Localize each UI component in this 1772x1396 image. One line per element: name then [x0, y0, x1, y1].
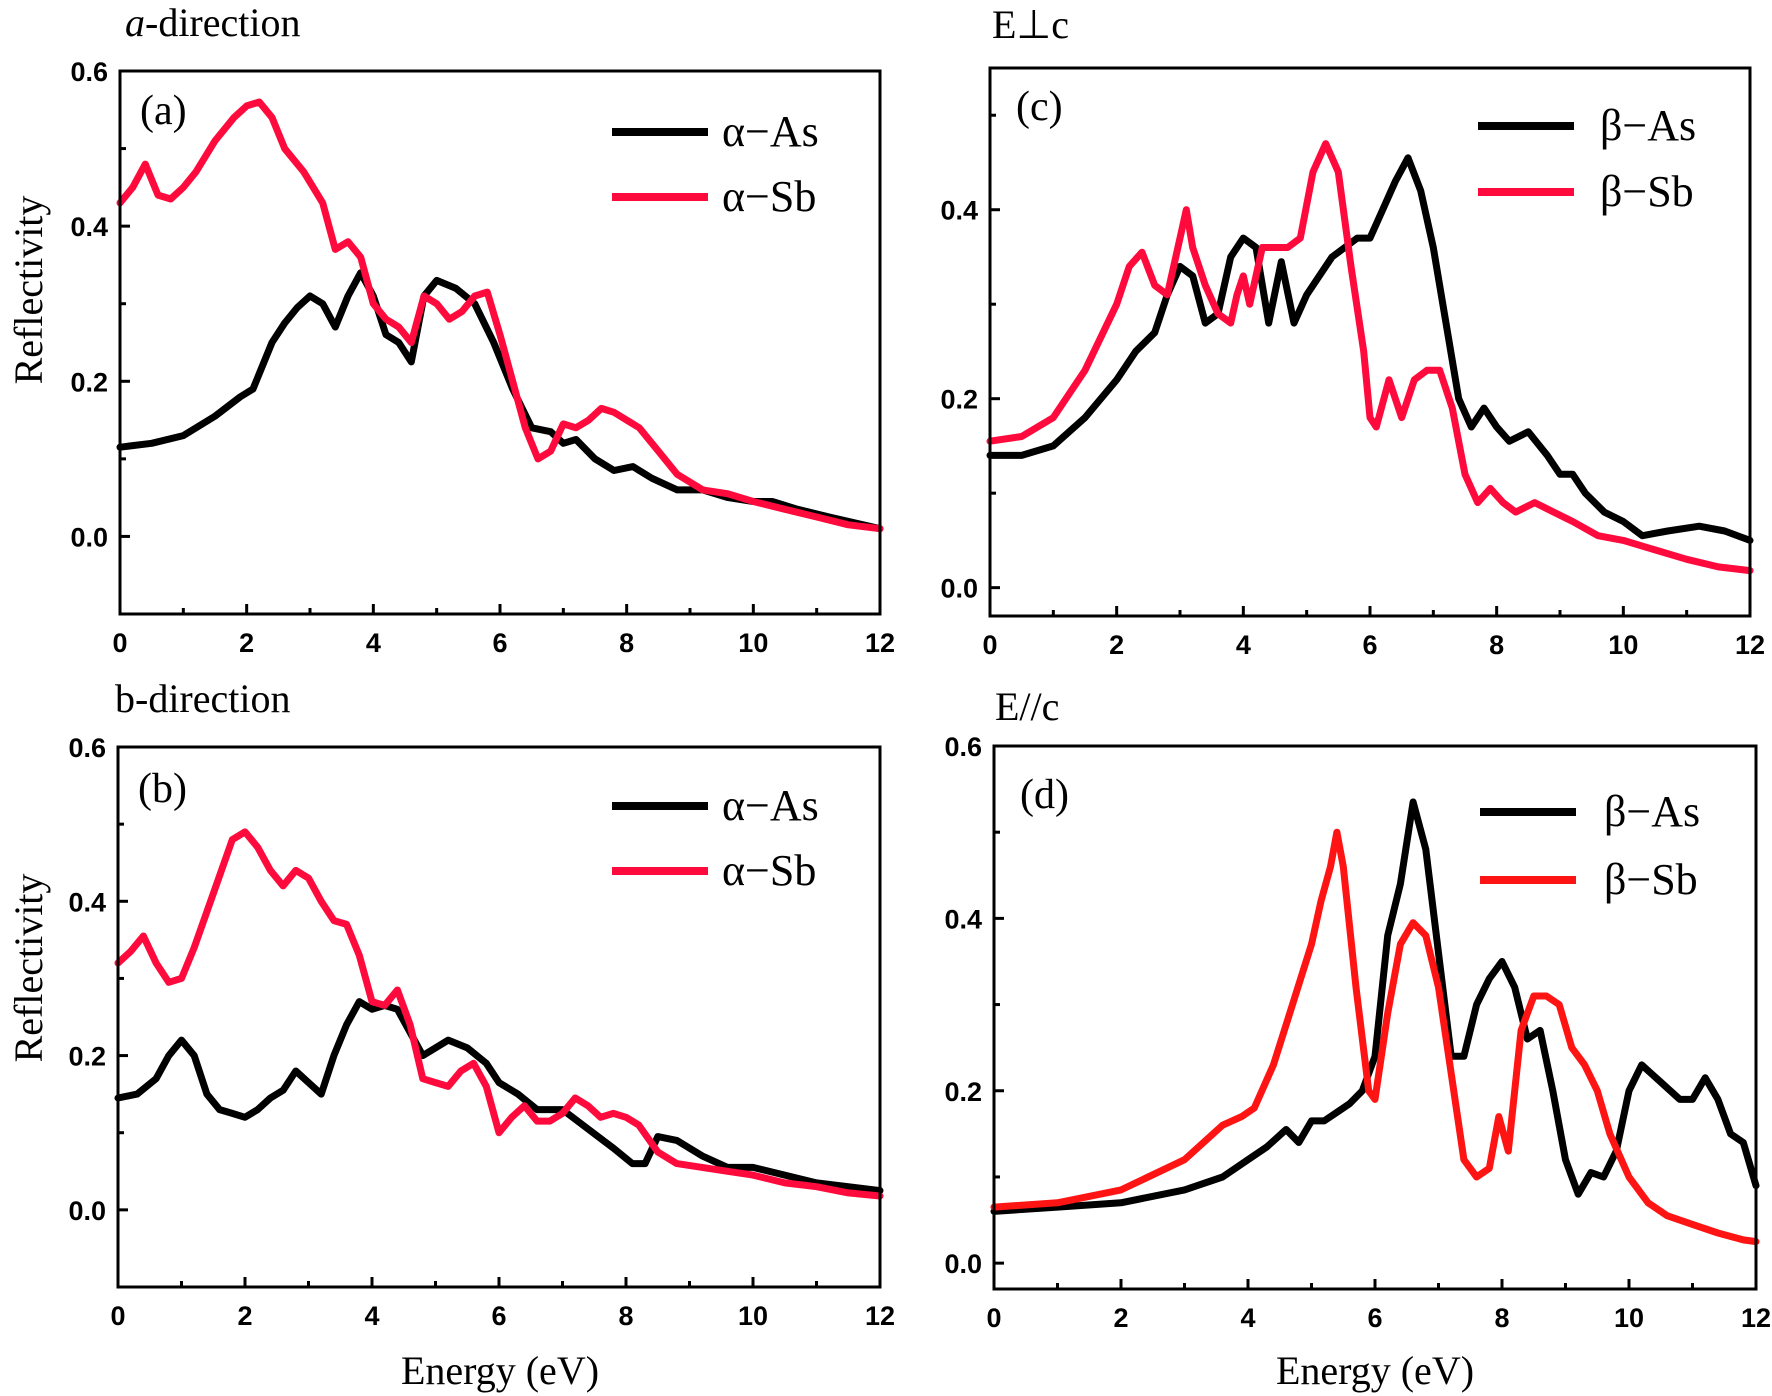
panel-c-series-as-line — [986, 154, 1754, 544]
panel-b-series-as-line — [114, 998, 884, 1195]
panel-b-legend: α−As α−Sb — [612, 781, 819, 895]
panel-a-title-rest: -direction — [145, 0, 301, 45]
panel-c-xtick-label: 4 — [1236, 630, 1251, 660]
panel-b-letter: (b) — [138, 766, 187, 812]
panel-a-xtick-label: 12 — [865, 628, 895, 658]
panel-c: E⊥c 0 2 4 6 8 10 12 0.0 0.2 0.4 (c) β−As β−Sb — [940, 2, 1765, 660]
panel-d-letter: (d) — [1020, 772, 1069, 818]
legend-label-beta-sb-c: β−Sb — [1600, 167, 1694, 216]
panel-b: b-direction Reflectivity Energy (eV) 0 2 4… — [6, 676, 895, 1393]
panel-b-series — [114, 828, 884, 1200]
panel-a-series-sb-line — [116, 98, 884, 533]
panel-d: E//c Energy (eV) 0 2 4 6 8 10 12 0.0 0.2 0.4 0.6 (… — [944, 684, 1771, 1393]
panel-b-xtick-label: 4 — [364, 1301, 379, 1331]
legend-label-alpha-as-a: α−As — [722, 107, 819, 156]
panel-d-ytick-label: 0.2 — [944, 1077, 982, 1107]
panel-c-letter: (c) — [1016, 84, 1063, 130]
panel-b-xtick-label: 6 — [491, 1301, 506, 1331]
panel-a: a-direction Reflectivity 0 2 4 6 8 10 12 0.0 0.2… — [6, 0, 895, 658]
panel-b-xtick-label: 8 — [618, 1301, 633, 1331]
panel-c-legend: β−As β−Sb — [1478, 101, 1696, 216]
panel-d-frame — [992, 744, 1758, 1291]
panel-b-ytick-label: 0.4 — [68, 887, 106, 917]
panel-d-xtick-label: 10 — [1614, 1303, 1644, 1333]
panel-d-series-sb-line — [990, 828, 1760, 1246]
panel-c-xtick-label: 0 — [982, 630, 997, 660]
legend-label-alpha-sb-a: α−Sb — [722, 172, 816, 221]
panel-c-series — [986, 140, 1754, 575]
panel-b-title: b-direction — [115, 676, 291, 721]
panel-a-ytick-label: 0.0 — [70, 522, 108, 552]
legend-label-beta-as-d: β−As — [1604, 787, 1700, 836]
panel-a-legend: α−As α−Sb — [612, 107, 819, 221]
panel-d-legend: β−As β−Sb — [1480, 787, 1700, 904]
panel-a-title: a-direction — [125, 0, 301, 45]
panel-a-ylabel: Reflectivity — [6, 196, 51, 385]
panel-a-xtick-label: 0 — [112, 628, 127, 658]
legend-label-beta-sb-d: β−Sb — [1604, 855, 1698, 904]
panel-d-xtick-label: 2 — [1113, 1303, 1128, 1333]
panel-b-ylabel: Reflectivity — [6, 874, 51, 1063]
panel-a-xtick-label: 4 — [366, 628, 381, 658]
panel-c-ytick-label: 0.4 — [940, 196, 978, 226]
panel-d-xtick-label: 6 — [1367, 1303, 1382, 1333]
legend-label-alpha-as-b: α−As — [722, 781, 819, 830]
panel-a-xtick-label: 2 — [239, 628, 254, 658]
panel-c-ytick-label: 0.2 — [940, 385, 978, 415]
panel-a-ytick-label: 0.2 — [70, 367, 108, 397]
legend-label-alpha-sb-b: α−Sb — [722, 846, 816, 895]
panel-b-ytick-label: 0.2 — [68, 1042, 106, 1072]
panel-a-ytick-label: 0.6 — [70, 57, 108, 87]
panel-b-ytick-label: 0.6 — [68, 733, 106, 763]
panel-b-frame — [116, 745, 882, 1289]
panel-a-xtick-label: 10 — [738, 628, 768, 658]
panel-a-ytick-label: 0.4 — [70, 212, 108, 242]
panel-b-xtick-label: 10 — [738, 1301, 768, 1331]
panel-b-ytick-label: 0.0 — [68, 1196, 106, 1226]
panel-c-xtick-label: 6 — [1362, 630, 1377, 660]
panel-a-xtick-label: 8 — [619, 628, 634, 658]
panel-a-xtick-label: 6 — [492, 628, 507, 658]
panel-b-xtick-label: 2 — [237, 1301, 252, 1331]
panel-c-xtick-label: 2 — [1109, 630, 1124, 660]
panel-d-ytick-label: 0.0 — [944, 1249, 982, 1279]
panel-b-xtick-label: 0 — [110, 1301, 125, 1331]
panel-c-xtick-label: 10 — [1608, 630, 1638, 660]
panel-d-ytick-label: 0.6 — [944, 732, 982, 762]
panel-d-xtick-label: 8 — [1494, 1303, 1509, 1333]
panel-b-xtick-label: 12 — [865, 1301, 895, 1331]
panel-c-xtick-label: 12 — [1735, 630, 1765, 660]
panel-b-series-sb-line — [114, 828, 884, 1200]
panel-a-frame — [118, 69, 882, 616]
panel-c-series-sb-line — [986, 140, 1754, 575]
panel-d-xlabel: Energy (eV) — [1276, 1348, 1474, 1393]
panel-b-xlabel: Energy (eV) — [401, 1348, 599, 1393]
panel-d-axes: 0 2 4 6 8 10 12 0.0 0.2 0.4 0.6 — [944, 732, 1771, 1333]
panel-a-series-as-line — [116, 269, 884, 533]
panel-a-axes: 0 2 4 6 8 10 12 0.0 0.2 0.4 0.6 — [70, 57, 895, 658]
panel-d-series-as-line — [990, 798, 1760, 1215]
panel-c-title: E⊥c — [992, 2, 1069, 47]
panel-a-series — [116, 98, 884, 533]
panel-c-xtick-label: 8 — [1489, 630, 1504, 660]
panel-c-ytick-label: 0.0 — [940, 574, 978, 604]
panel-d-xtick-label: 4 — [1240, 1303, 1255, 1333]
legend-label-beta-as-c: β−As — [1600, 101, 1696, 150]
panel-d-title: E//c — [995, 684, 1059, 729]
panel-d-ytick-label: 0.4 — [944, 904, 982, 934]
panel-a-title-italic: a — [125, 0, 145, 45]
panel-c-frame — [988, 66, 1752, 618]
panel-d-xtick-label: 12 — [1741, 1303, 1771, 1333]
panel-d-series — [990, 798, 1760, 1246]
panel-a-letter: (a) — [140, 88, 187, 134]
panel-d-xtick-label: 0 — [986, 1303, 1001, 1333]
